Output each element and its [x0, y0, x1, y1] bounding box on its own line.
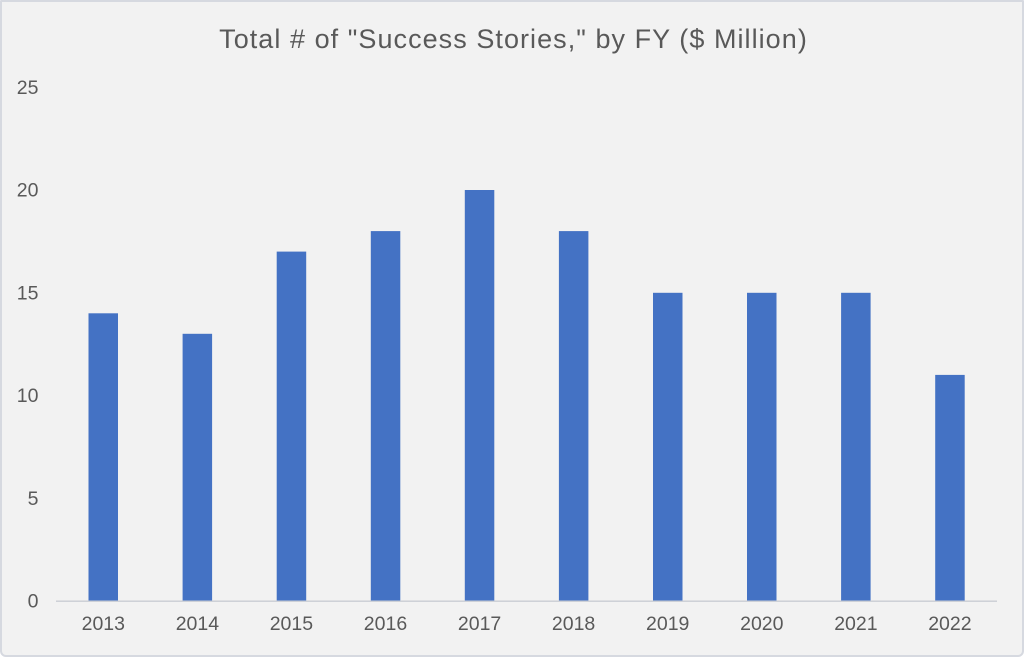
svg-text:2018: 2018 — [552, 613, 595, 635]
svg-text:20: 20 — [17, 180, 39, 202]
svg-text:2021: 2021 — [834, 613, 877, 635]
svg-text:2017: 2017 — [458, 613, 501, 635]
svg-text:2019: 2019 — [646, 613, 689, 635]
svg-text:Total # of "Success Stories,": Total # of "Success Stories," by FY ($ M… — [219, 24, 808, 54]
svg-text:15: 15 — [17, 282, 39, 304]
svg-text:10: 10 — [17, 385, 39, 407]
svg-text:2016: 2016 — [364, 613, 407, 635]
svg-text:2020: 2020 — [740, 613, 784, 635]
svg-text:0: 0 — [28, 591, 39, 613]
svg-text:25: 25 — [17, 77, 39, 99]
svg-text:2014: 2014 — [176, 613, 220, 635]
svg-text:2022: 2022 — [928, 613, 971, 635]
svg-text:2013: 2013 — [82, 613, 125, 635]
svg-text:2015: 2015 — [270, 613, 314, 635]
svg-text:5: 5 — [28, 488, 39, 510]
